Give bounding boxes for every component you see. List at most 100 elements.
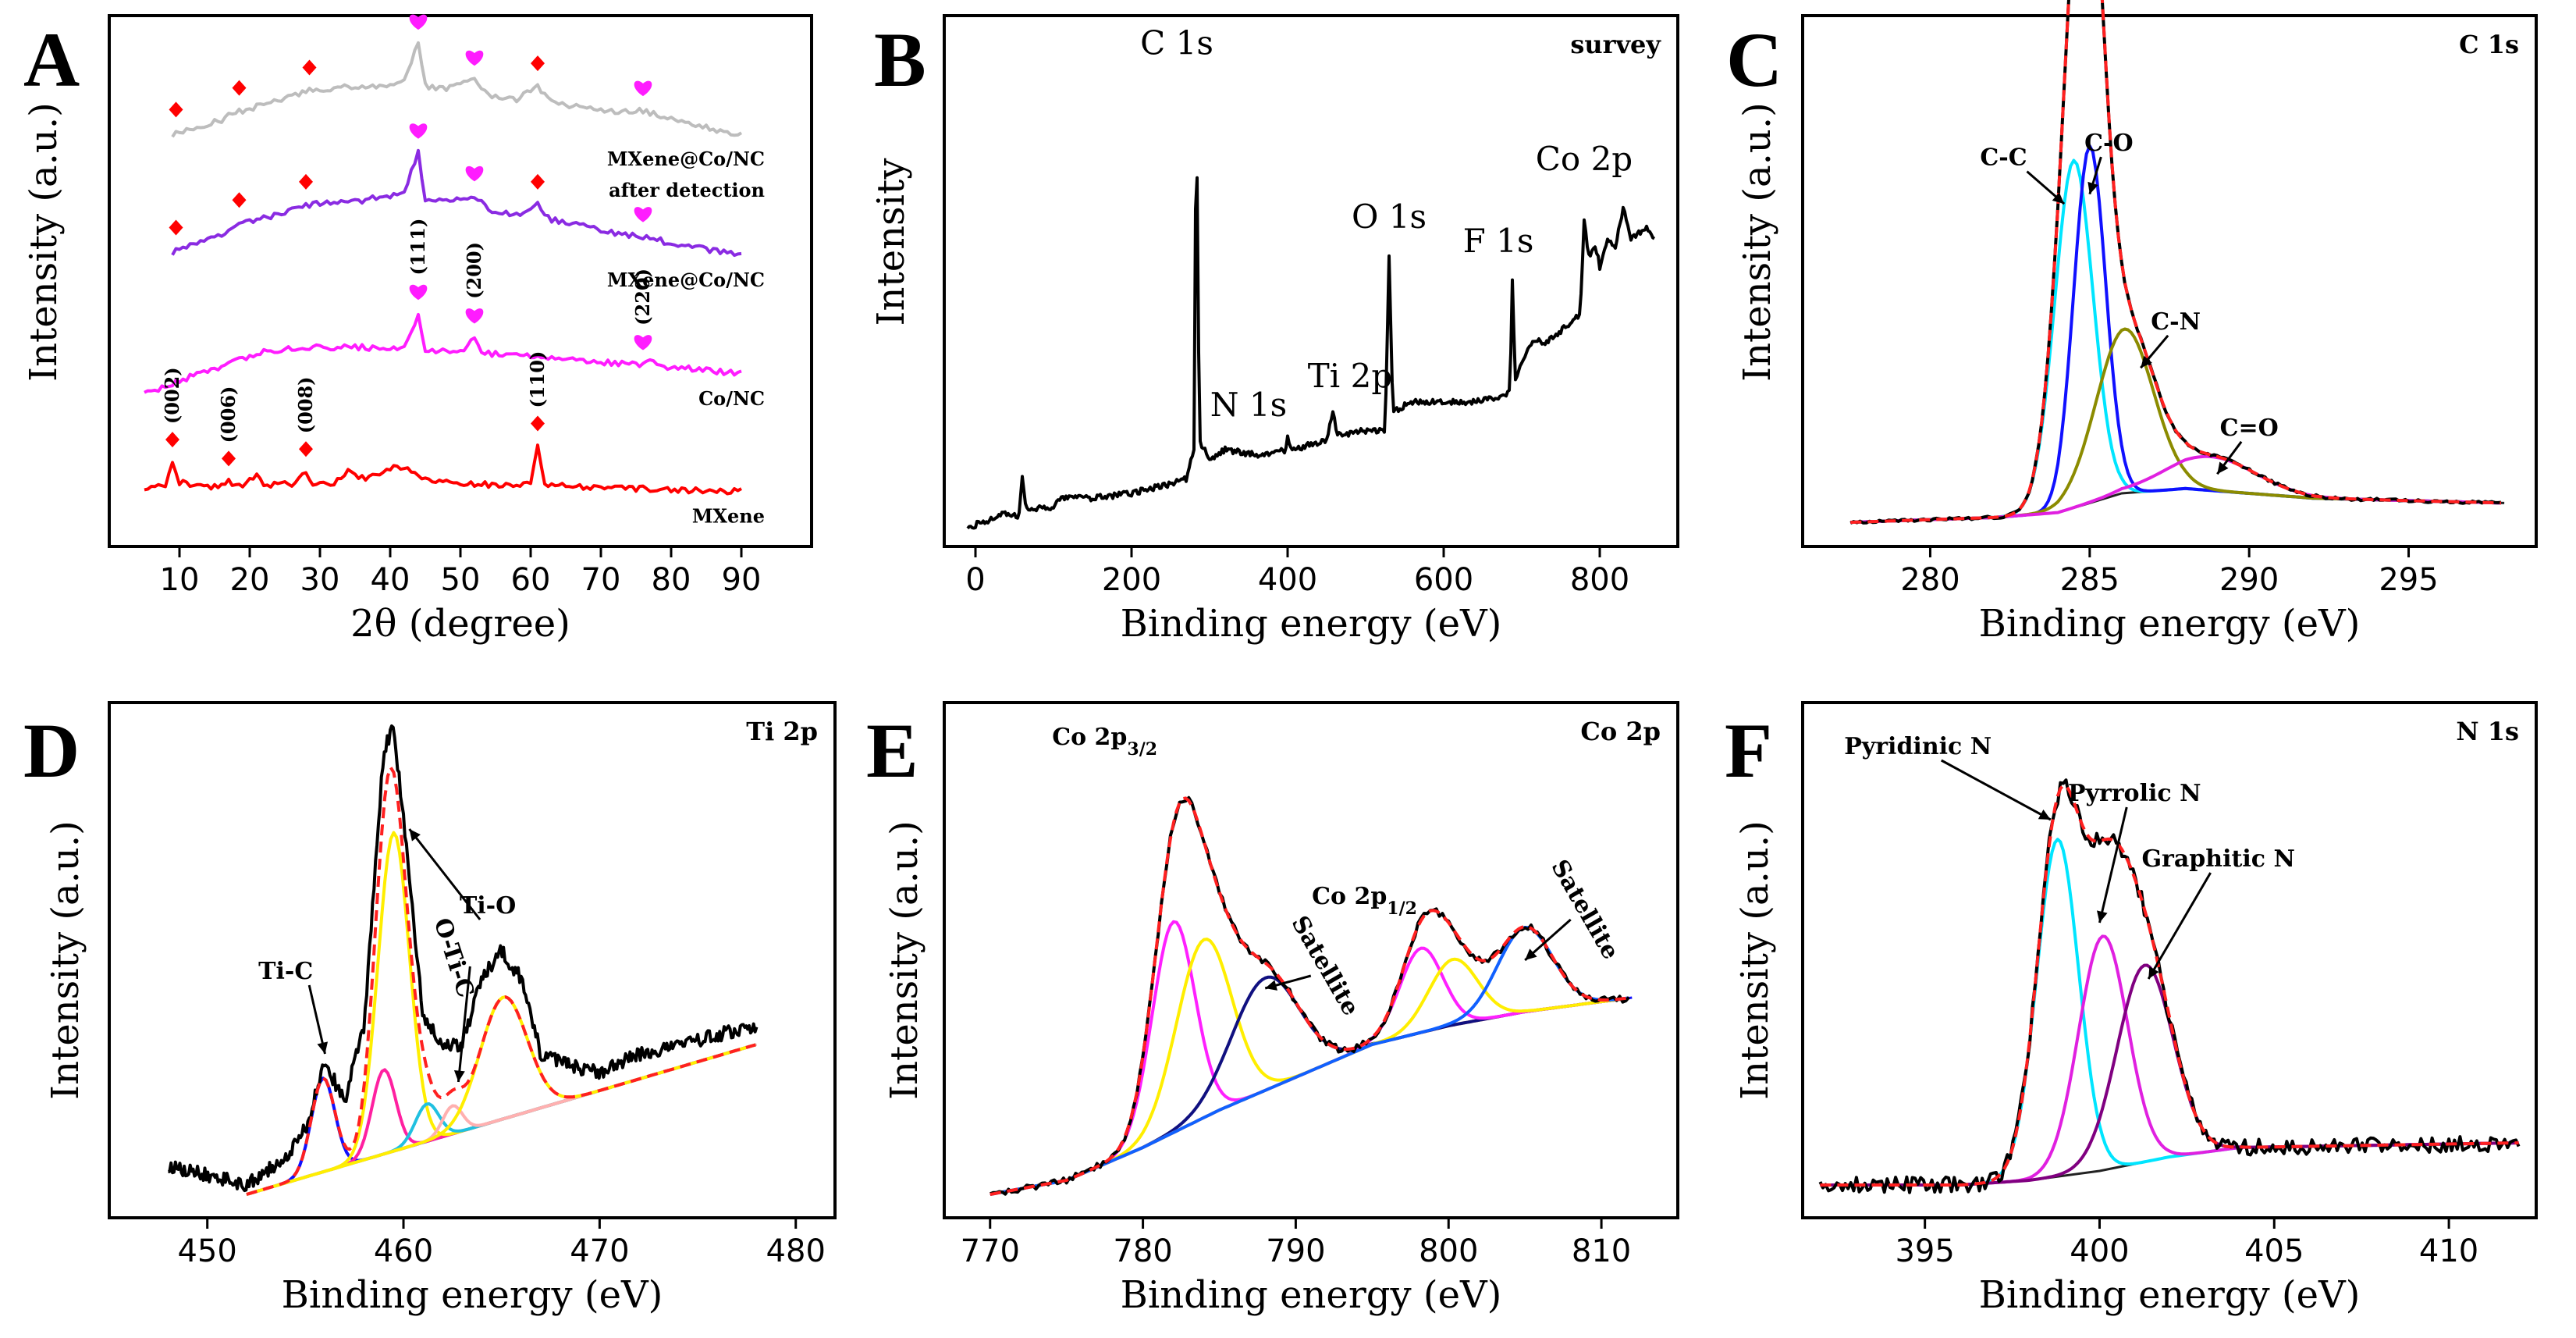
diamond-marker <box>232 192 247 208</box>
x-tick-label: 0 <box>965 562 985 598</box>
arrow-head <box>1265 980 1277 991</box>
x-axis-label: Binding energy (eV) <box>1979 1273 2361 1317</box>
peak-label: C=O <box>2220 415 2279 442</box>
envelope-fit-curve <box>1820 784 2519 1187</box>
peak-index-label: (006) <box>217 386 240 443</box>
peak-label: Graphitic N <box>2141 845 2294 873</box>
x-tick-label: 50 <box>441 562 481 598</box>
peak-label: O 1s <box>1352 197 1427 236</box>
x-axis-label: 2θ (degree) <box>350 602 570 646</box>
arrow-line <box>2098 806 2128 923</box>
panel-title: N 1s <box>2456 717 2519 746</box>
component-curve <box>1850 327 2502 525</box>
x-tick-label: 60 <box>511 562 551 598</box>
panel-title: Co 2p <box>1580 717 1661 746</box>
y-axis-label: Intensity (a.u.) <box>1736 102 1779 382</box>
x-tick-label: 400 <box>2070 1233 2129 1269</box>
x-axis-label: Binding energy (eV) <box>1979 602 2361 646</box>
panel-title: C 1s <box>2459 30 2519 59</box>
series-label: MXene@Co/NC <box>607 148 765 170</box>
y-axis-label: Intensity (a.u.) <box>22 102 66 382</box>
arrow-head <box>2217 461 2229 475</box>
peak-index-label: (200) <box>463 242 485 299</box>
x-tick-label: 410 <box>2419 1233 2478 1269</box>
x-tick-label: 280 <box>1900 562 1960 598</box>
survey-curve <box>966 176 1656 530</box>
peak-label: C-O <box>2084 130 2133 157</box>
x-axis-label: Binding energy (eV) <box>1121 602 1502 646</box>
panel-letter: F <box>1725 707 1772 794</box>
x-tick-label: 400 <box>1258 562 1317 598</box>
arrow-head <box>2052 192 2065 205</box>
heart-marker <box>465 308 484 324</box>
x-tick-label: 810 <box>1572 1233 1631 1269</box>
arrow-line <box>307 984 326 1055</box>
panel-title: Ti 2p <box>746 717 818 746</box>
x-tick-label: 460 <box>374 1233 433 1269</box>
peak-label: Satellite <box>1545 855 1624 964</box>
arrow-line <box>2147 872 2212 980</box>
peak-index-label: (002) <box>161 367 183 424</box>
panel-A: 10 20 30 40 50 60 70 80 90 A 2θ (degree) Intensity … <box>22 14 813 646</box>
peak-label: Pyridinic N <box>1844 733 1992 760</box>
diamond-marker <box>531 173 545 190</box>
x-tick-label: 470 <box>570 1233 629 1269</box>
x-tick-label: 780 <box>1113 1233 1172 1269</box>
peak-label: Ti 2p <box>1308 357 1392 395</box>
series-label: Co/NC <box>698 387 765 410</box>
diamond-marker <box>299 441 313 457</box>
envelope-fit-curve <box>1850 0 2502 525</box>
peak-label: Co 2p1/2 <box>1312 883 1417 919</box>
x-tick-label: 290 <box>2219 562 2279 598</box>
peak-index-label: (220) <box>631 269 654 326</box>
series-label: after detection <box>609 179 765 201</box>
panel-letter: B <box>874 16 926 103</box>
plot-frame <box>1801 14 2538 548</box>
xrd-curve <box>171 41 743 138</box>
component-curve <box>990 957 1629 1196</box>
series-label: MXene@Co/NC <box>607 269 765 291</box>
raw-data-curve <box>1818 778 2521 1194</box>
x-tick-label: 200 <box>1102 562 1161 598</box>
panel-D: 450 460 470 480 D Binding energy (eV) Intensit… <box>23 701 837 1317</box>
peak-index-label: (008) <box>294 376 317 433</box>
heart-marker <box>634 207 652 222</box>
peak-index-label: (110) <box>526 351 549 408</box>
arrow-head <box>409 829 421 842</box>
panel-title: survey <box>1570 30 1661 59</box>
x-tick-label: 600 <box>1414 562 1473 598</box>
x-tick-label: 10 <box>160 562 200 598</box>
diamond-marker <box>169 101 183 118</box>
x-axis-label: Binding energy (eV) <box>1121 1273 1502 1317</box>
x-tick-label: 70 <box>581 562 621 598</box>
x-tick-label: 80 <box>652 562 691 598</box>
x-tick-label: 405 <box>2244 1233 2304 1269</box>
x-tick-label: 295 <box>2379 562 2438 598</box>
component-curve <box>246 995 756 1196</box>
peak-label: C-C <box>1980 144 2027 172</box>
heart-marker <box>465 165 484 182</box>
series-label: MXene <box>692 505 765 528</box>
xrd-curve <box>144 443 742 496</box>
panel-letter: E <box>866 707 918 794</box>
x-tick-label: 30 <box>300 562 340 598</box>
x-tick-label: 800 <box>1570 562 1629 598</box>
arrow-line <box>1940 759 2052 821</box>
y-axis-label: Intensity (a.u.) <box>44 820 87 1100</box>
arrow-head <box>2141 355 2152 368</box>
peak-label: C 1s <box>1140 23 1213 62</box>
plot-frame <box>1801 701 2538 1219</box>
peak-label: C-N <box>2151 308 2201 336</box>
heart-marker <box>409 123 428 139</box>
x-tick-label: 770 <box>961 1233 1020 1269</box>
raw-data-curve <box>990 795 1630 1196</box>
peak-label: O-Ti-C <box>428 915 480 1001</box>
x-tick-label: 450 <box>177 1233 236 1269</box>
y-axis-label: Intensity (a.u.) <box>1733 820 1777 1100</box>
xrd-curve <box>144 312 742 394</box>
panel-letter: C <box>1726 16 1782 103</box>
diamond-marker <box>302 59 317 76</box>
x-axis-label: Binding energy (eV) <box>282 1273 663 1317</box>
arrow-head <box>2038 810 2051 820</box>
